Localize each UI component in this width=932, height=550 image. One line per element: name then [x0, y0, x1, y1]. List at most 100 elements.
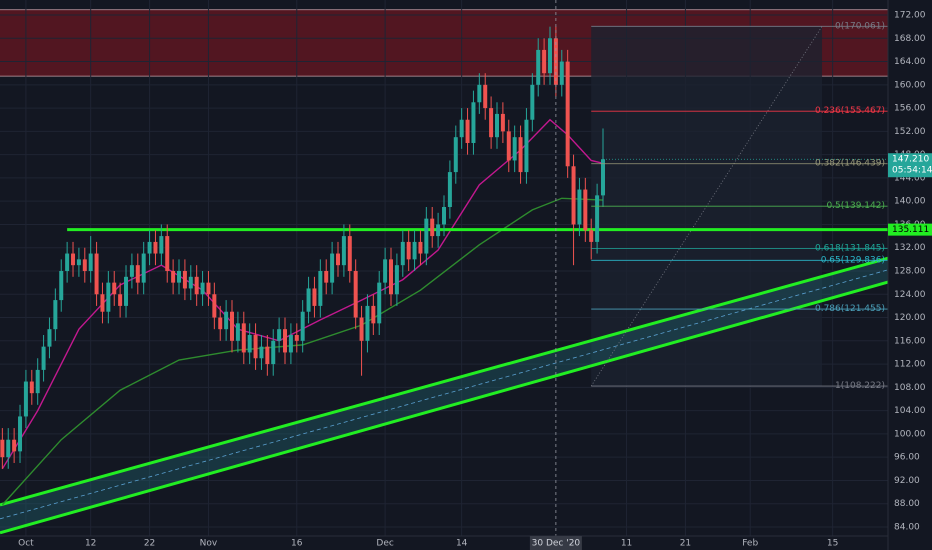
candle-body: [453, 137, 458, 173]
candle-body: [300, 311, 305, 341]
candle-body: [542, 49, 547, 74]
candle-body: [306, 288, 311, 312]
y-tick-label: 88.00: [894, 499, 920, 509]
channel-upper: [0, 256, 889, 507]
candle-body: [12, 439, 17, 452]
fib-label: 0.65(129.836): [821, 255, 885, 265]
candle-body: [559, 61, 564, 85]
candle-body: [129, 265, 134, 277]
y-axis-area: [888, 0, 932, 550]
x-tick-label: Nov: [200, 539, 218, 549]
y-tick-label: 160.00: [894, 80, 926, 90]
candle-body: [471, 102, 476, 144]
x-tick-label: 11: [621, 539, 632, 549]
y-tick-label: 140.00: [894, 197, 926, 207]
y-tick-label: 96.00: [894, 453, 920, 463]
y-tick-label: 144.00: [894, 173, 926, 183]
candle-body: [506, 131, 511, 161]
candle-body: [59, 270, 64, 301]
candle-body: [171, 270, 176, 283]
last-price-tag: [888, 153, 932, 178]
x-tick-label: 21: [680, 539, 691, 549]
y-tick-label: 108.00: [894, 383, 926, 393]
candle-body: [224, 311, 229, 330]
candle-body: [106, 282, 111, 312]
candle-body: [288, 334, 293, 353]
candle-body: [271, 340, 276, 365]
candle-body: [259, 346, 264, 359]
candle-body: [71, 253, 76, 266]
y-tick-label: 168.00: [894, 34, 926, 44]
x-axis-area: [0, 536, 888, 550]
candle-body: [230, 311, 235, 341]
candle-body: [141, 253, 146, 283]
candle-body: [424, 218, 429, 254]
candle-body: [65, 253, 70, 271]
candle-body: [82, 259, 87, 271]
candle-body: [76, 259, 81, 266]
candle-body: [165, 236, 170, 271]
candle-body: [100, 294, 105, 312]
candle-body: [283, 329, 288, 353]
candle-body: [159, 236, 164, 254]
y-tick-label: 152.00: [894, 127, 926, 137]
x-tick-label: 15: [827, 539, 838, 549]
candle-body: [124, 276, 129, 306]
candle-body: [206, 282, 211, 295]
candle-body: [583, 189, 588, 231]
candle-body: [153, 241, 158, 254]
candle-body: [35, 369, 40, 394]
candle-body: [177, 270, 182, 283]
x-tick-label: 12: [85, 539, 96, 549]
candle-body: [571, 166, 576, 225]
y-tick-label: 112.00: [894, 360, 926, 370]
candle-body: [23, 381, 28, 417]
y-tick-label: 104.00: [894, 406, 926, 416]
candle-body: [489, 108, 494, 138]
candle-body: [447, 172, 452, 207]
candle-body: [465, 119, 470, 144]
candle-body: [412, 241, 417, 260]
x-tick-label: Feb: [742, 539, 758, 549]
candle-body: [500, 113, 505, 132]
candle-body: [547, 38, 552, 74]
x-tick-label: 22: [144, 539, 155, 549]
candle-body: [389, 259, 394, 295]
candle-body: [29, 381, 34, 394]
candle-body: [235, 323, 240, 341]
y-tick-label: 156.00: [894, 104, 926, 114]
candle-body: [88, 253, 93, 271]
fib-label: 0.786(121.455): [815, 304, 885, 314]
channel-fill: [0, 258, 888, 533]
candle-body: [0, 439, 5, 458]
candle-body: [565, 61, 570, 167]
y-tick-label: 132.00: [894, 243, 926, 253]
candle-body: [182, 270, 187, 289]
candle-body: [312, 288, 317, 306]
y-tick-label: 92.00: [894, 476, 920, 486]
fib-label: 0.618(131.845): [815, 244, 885, 254]
candle-body: [377, 282, 382, 324]
candle-body: [365, 305, 370, 341]
candle-body: [595, 195, 600, 242]
fib-label: 1(108.222): [835, 381, 885, 391]
candle-body: [218, 317, 223, 330]
candle-body: [318, 270, 323, 306]
x-tick-label: 16: [291, 539, 303, 549]
candle-body: [600, 159, 605, 196]
fib-label: 0(170.061): [835, 21, 885, 31]
candle-body: [277, 329, 282, 341]
y-tick-label: 124.00: [894, 290, 926, 300]
candle-body: [483, 84, 488, 109]
candle-body: [135, 265, 140, 283]
candle-body: [524, 119, 529, 173]
candle-body: [394, 265, 399, 295]
candle-body: [442, 206, 446, 225]
x-tick-label: 14: [456, 539, 468, 549]
countdown-label: 05:54:14: [892, 166, 932, 176]
candle-body: [265, 346, 270, 365]
x-tick-label: Dec: [376, 539, 393, 549]
candle-body: [459, 119, 464, 138]
